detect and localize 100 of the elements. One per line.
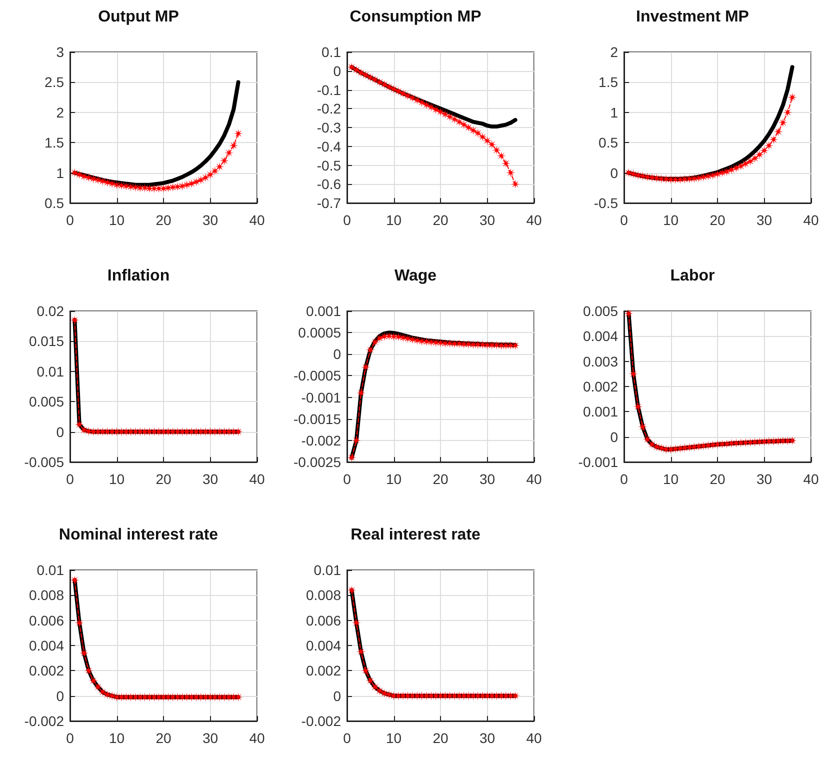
point [422,100,431,110]
chart-title: Real interest rate [350,526,481,544]
x-tick-label: 10 [662,212,679,228]
point [375,686,384,696]
point [506,168,516,178]
chart-title: Output MP [98,8,180,26]
x-tick-label: 30 [479,471,496,487]
point [192,177,201,186]
y-tick-label: 0.001 [582,404,618,420]
point [74,420,84,430]
point [389,84,398,94]
y-tick-label: 1 [56,164,64,181]
point [394,86,403,96]
y-tick-label: 2 [610,44,618,60]
point [638,422,648,432]
point [220,156,229,166]
y-tick-label: 0 [610,428,618,445]
point [736,162,746,171]
point [352,618,361,628]
y-tick-label: 3 [56,44,64,60]
point [356,388,366,398]
point [482,136,492,146]
point [431,105,440,114]
point [380,688,389,698]
y-tick-label: 0.02 [36,303,64,319]
point [347,453,356,462]
point [356,647,366,656]
x-tick-label: 40 [803,471,819,487]
point [628,170,638,179]
point [440,110,450,119]
point [788,92,797,102]
point [398,89,408,98]
point [487,140,496,149]
point [74,618,84,628]
point [70,576,80,585]
point [356,68,366,78]
point [347,62,356,72]
y-tick-label: 0.002 [582,378,618,394]
chart-title: Wage [394,268,437,284]
chart-title: Inflation [107,268,170,284]
y-tick-label: -0.5 [316,157,342,174]
point [98,176,108,186]
y-tick-label: 0 [56,688,64,704]
y-tick-label: -0.002 [24,713,64,729]
point [501,158,510,168]
y-tick-label: -0.4 [316,138,342,154]
x-tick-label: 40 [249,471,265,487]
y-tick-label: -0.001 [578,454,618,470]
y-tick-label: 0.5 [598,134,618,151]
point [80,172,89,181]
y-tick-label: 0 [56,424,64,440]
x-tick-label: 20 [432,212,448,228]
chart-title: Consumption MP [350,8,482,26]
point [201,173,210,182]
point [352,65,361,74]
point [403,91,412,100]
x-tick-label: 40 [249,212,265,228]
point [370,338,380,347]
point [84,666,94,676]
x-tick-label: 0 [620,471,628,487]
y-tick-label: -0.0015 [294,410,342,427]
y-tick-label: 0.004 [28,638,64,654]
x-tick-label: 30 [756,212,772,228]
point [459,120,468,130]
point [375,78,384,87]
point [210,166,220,176]
point [426,102,436,112]
x-tick-label: 10 [662,471,679,487]
point [634,402,643,412]
point [642,434,652,444]
point [755,150,764,160]
y-tick-label: -0.005 [24,454,64,470]
x-tick-label: 10 [108,471,125,487]
point [648,440,657,449]
x-tick-label: 0 [66,730,74,746]
point [445,112,454,122]
y-tick-label: 0.002 [306,662,342,679]
y-tick-label: 0.006 [306,612,342,628]
point [182,180,192,190]
y-tick-label: 0.001 [306,303,342,319]
point [102,178,112,187]
point [70,168,80,178]
point [80,648,89,658]
point [234,129,243,138]
y-tick-label: 0.004 [582,328,618,344]
y-tick-label: -0.5 [594,195,618,211]
point [352,436,361,445]
y-tick-label: 1 [610,104,618,120]
point [727,165,736,174]
x-tick-label: 30 [479,212,496,228]
point [380,332,389,341]
y-tick-label: 0.01 [36,363,64,380]
chart-title: Nominal interest rate [58,526,218,544]
y-tick-label: 0.5 [44,195,64,211]
x-tick-label: 20 [710,212,726,228]
chart-title: Investment MP [636,8,750,26]
x-tick-label: 20 [156,212,172,228]
point [375,334,384,343]
point [159,692,168,702]
x-tick-label: 10 [386,730,402,746]
